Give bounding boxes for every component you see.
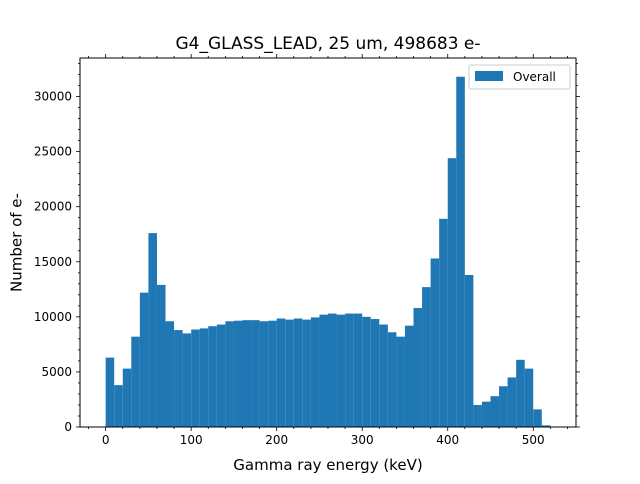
histogram-bar [353, 313, 363, 427]
histogram-bar [404, 325, 414, 427]
histogram-bar [336, 314, 346, 427]
histogram-bar [148, 233, 157, 427]
histogram-bar [516, 359, 525, 427]
histogram-bar [430, 258, 440, 427]
histogram-bar [302, 319, 311, 427]
histogram-bar [233, 320, 243, 427]
histogram-bar [387, 332, 397, 427]
x-axis-ticks: 0 100 200 300 400 500 [88, 54, 568, 447]
histogram-bar [473, 404, 482, 427]
x-tick-label: 200 [265, 433, 288, 447]
legend-label: Overall [513, 70, 556, 84]
histogram-bar [533, 409, 542, 427]
histogram-bar [276, 318, 286, 427]
histogram-bar [379, 324, 388, 427]
histogram-bar [156, 284, 166, 427]
x-tick-label: 300 [351, 433, 374, 447]
chart-title: G4_GLASS_LEAD, 25 um, 498683 e- [175, 34, 480, 54]
histogram-bar [362, 316, 371, 427]
histogram-bar [165, 321, 175, 427]
histogram-bar [105, 357, 115, 427]
histogram-bar [481, 401, 491, 427]
y-axis-ticks: 0 5000 10000 15000 20000 25000 30000 [34, 63, 580, 434]
y-tick-label: 20000 [34, 200, 72, 214]
x-tick-label: 100 [180, 433, 203, 447]
plot-frame [79, 57, 577, 428]
histogram-bar [242, 320, 252, 427]
histogram-bar [199, 328, 209, 427]
histogram-bar [131, 336, 140, 427]
y-tick-label: 5000 [41, 365, 72, 379]
histogram-bar [285, 319, 294, 427]
histogram-bar [541, 425, 551, 427]
histogram-bar [293, 318, 303, 427]
histogram-bar [328, 313, 337, 427]
y-tick-label: 30000 [34, 90, 72, 104]
histogram-bar [345, 313, 354, 427]
histogram-bar [310, 317, 320, 427]
legend-swatch [475, 71, 503, 81]
histogram-bar [174, 330, 183, 427]
histogram-bar [114, 385, 123, 427]
histogram-bar [499, 386, 508, 427]
histogram-bar [268, 320, 277, 427]
y-tick-label: 15000 [34, 255, 72, 269]
histogram-bar [524, 368, 534, 427]
y-axis-label: Number of e- [7, 193, 25, 292]
histogram-bar [447, 158, 457, 427]
histogram-bar [439, 218, 448, 427]
x-axis-label: Gamma ray energy (keV) [233, 456, 422, 474]
legend: Overall [468, 64, 571, 90]
histogram-bar [139, 292, 149, 427]
histogram-bar [413, 308, 423, 427]
x-tick-label: 0 [102, 433, 110, 447]
y-tick-label: 0 [64, 420, 72, 434]
histogram-bar [208, 326, 217, 427]
x-tick-label: 500 [522, 433, 545, 447]
histogram-bar [191, 329, 200, 427]
histogram-bar [216, 324, 226, 427]
histogram-bar [251, 320, 260, 427]
histogram-bar [370, 319, 380, 427]
histogram-bar [319, 314, 328, 427]
histogram-bar [259, 321, 269, 427]
histogram-bar [507, 377, 517, 427]
histogram-bar [422, 287, 431, 427]
histogram-bars [105, 76, 551, 427]
y-tick-label: 25000 [34, 145, 72, 159]
histogram-bar [456, 76, 465, 427]
x-tick-label: 400 [436, 433, 459, 447]
histogram-bar [182, 333, 192, 427]
histogram-bar [396, 336, 405, 427]
y-tick-label: 10000 [34, 310, 72, 324]
histogram-bar [122, 368, 132, 427]
histogram-bar [464, 274, 474, 427]
histogram-bar [225, 321, 234, 427]
histogram-bar [490, 396, 500, 427]
